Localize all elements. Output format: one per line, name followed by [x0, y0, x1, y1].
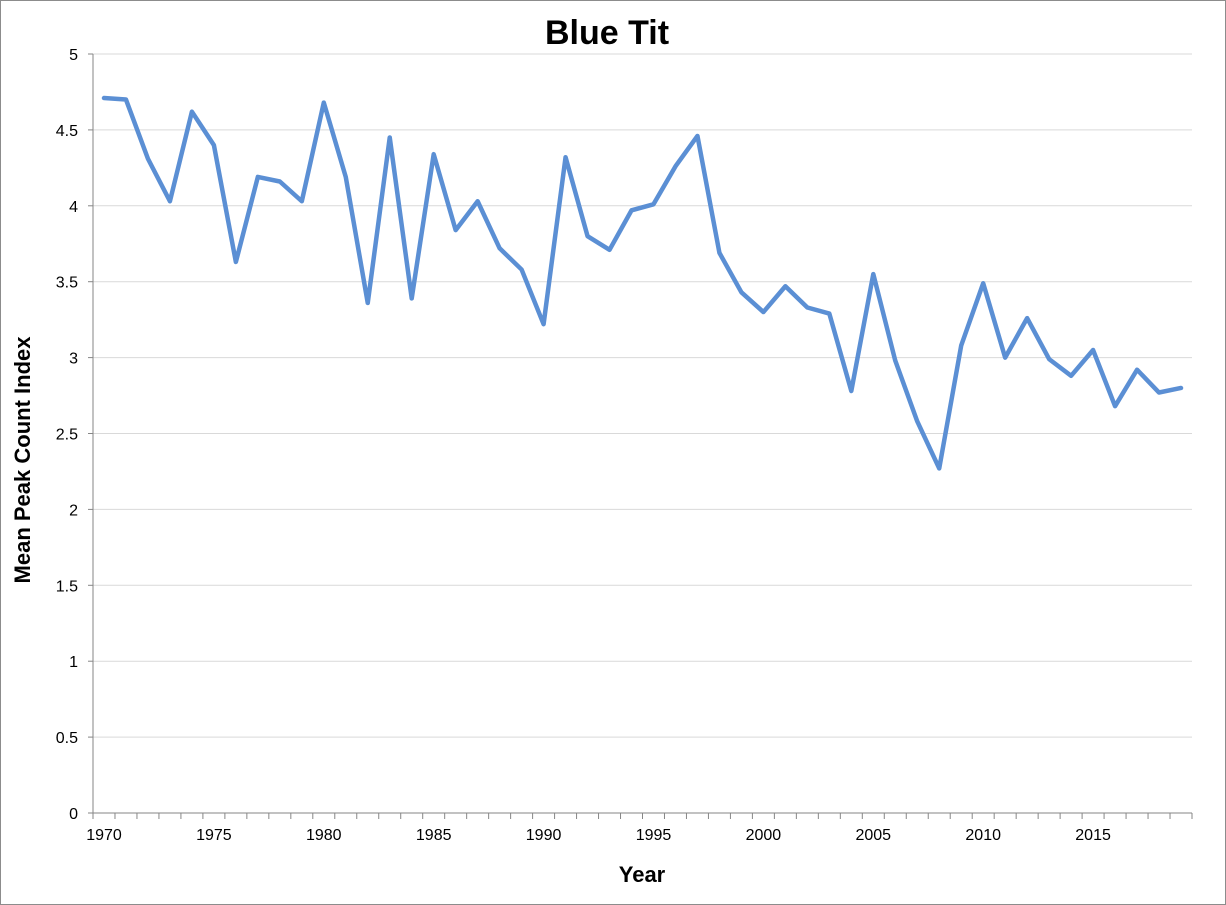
data-point [453, 228, 457, 232]
data-point [629, 208, 633, 212]
data-point [168, 199, 172, 203]
data-point [827, 311, 831, 315]
data-point [651, 202, 655, 206]
data-point [344, 175, 348, 179]
x-axis-title: Year [619, 862, 666, 887]
x-tick-label: 2015 [1075, 827, 1111, 844]
data-point [1025, 316, 1029, 320]
data-point [849, 389, 853, 393]
data-point [410, 296, 414, 300]
data-point [673, 164, 677, 168]
data-point [937, 466, 941, 470]
data-point [497, 246, 501, 250]
data-point [1157, 390, 1161, 394]
data-point [300, 199, 304, 203]
y-tick-label: 1 [69, 654, 78, 671]
x-tick-label: 1985 [416, 827, 452, 844]
data-point [893, 358, 897, 362]
data-point [234, 260, 238, 264]
data-point [717, 251, 721, 255]
x-tick-label: 1975 [196, 827, 232, 844]
x-tick-label: 2000 [746, 827, 782, 844]
x-tick-label: 1990 [526, 827, 562, 844]
y-tick-label: 5 [69, 47, 78, 64]
y-tick-label: 0 [69, 806, 78, 823]
data-point [1135, 368, 1139, 372]
data-point [278, 179, 282, 183]
data-point [190, 109, 194, 113]
data-point [256, 175, 260, 179]
y-tick-label: 3.5 [56, 275, 78, 292]
series-line [101, 95, 1184, 471]
data-point [871, 272, 875, 276]
y-tick-labels: 0 0.5 1 1.5 2 2.5 3 3.5 4 4.5 5 [56, 47, 78, 823]
y-tick-label: 4.5 [56, 123, 78, 140]
data-point [695, 134, 699, 138]
data-point [1069, 374, 1073, 378]
data-point [366, 301, 370, 305]
chart-title: Blue Tit [545, 14, 669, 52]
data-point [102, 96, 106, 100]
data-point [1003, 355, 1007, 359]
y-tick-label: 1.5 [56, 578, 78, 595]
grid-lines [93, 53, 1192, 738]
data-point [322, 100, 326, 104]
y-tick-label: 0.5 [56, 730, 78, 747]
data-point [388, 135, 392, 139]
x-tick-label: 1995 [636, 827, 672, 844]
y-tick-label: 3 [69, 351, 78, 368]
data-point [1091, 348, 1095, 352]
x-tick-label: 2010 [965, 827, 1001, 844]
data-point [585, 234, 589, 238]
data-point [1047, 357, 1051, 361]
data-point [146, 157, 150, 161]
series-group [101, 95, 1184, 471]
data-point [607, 248, 611, 252]
data-point [915, 419, 919, 423]
data-point [541, 322, 545, 326]
data-point [124, 97, 128, 101]
data-point [519, 267, 523, 271]
x-tick-label: 1980 [306, 827, 342, 844]
x-tick-label: 2005 [855, 827, 891, 844]
y-axis-title: Mean Peak Count Index [10, 336, 35, 584]
data-point [981, 281, 985, 285]
data-point [475, 199, 479, 203]
data-point [783, 284, 787, 288]
data-point [212, 143, 216, 147]
data-point [805, 305, 809, 309]
data-point [563, 155, 567, 159]
data-point [739, 290, 743, 294]
x-tick-label: 1970 [86, 827, 122, 844]
data-point [1179, 386, 1183, 390]
data-point [959, 343, 963, 347]
data-point [431, 152, 435, 156]
y-tick-label: 2.5 [56, 427, 78, 444]
data-point [1113, 404, 1117, 408]
y-tick-label: 2 [69, 502, 78, 519]
x-tick-labels: 1970 1975 1980 1985 1990 1995 2000 2005 2010 2015 [86, 827, 1111, 844]
data-point [761, 310, 765, 314]
y-tick-label: 4 [69, 199, 78, 216]
axes [88, 53, 1193, 819]
